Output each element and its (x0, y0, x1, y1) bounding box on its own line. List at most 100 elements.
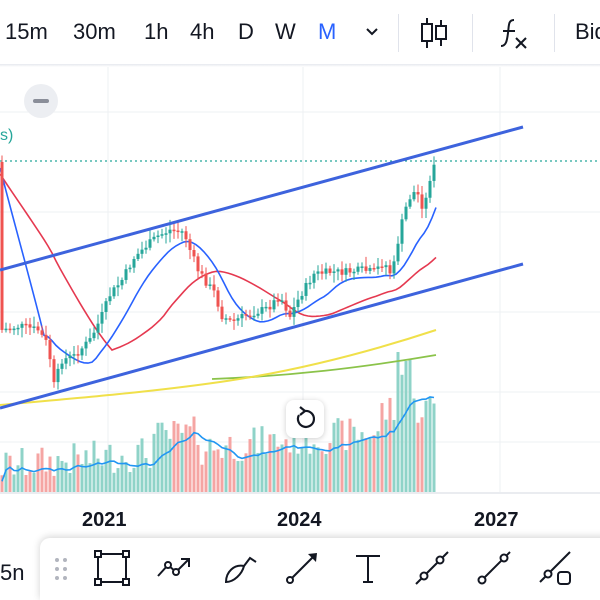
volume-bar (336, 418, 340, 492)
volume-bar (92, 440, 96, 492)
candle-body (336, 269, 340, 272)
volume-bar (100, 465, 104, 492)
candle-body (240, 314, 244, 319)
volume-bar (368, 438, 372, 492)
minus-icon[interactable] (24, 84, 58, 118)
volume-bar (116, 468, 120, 492)
candle-body (316, 271, 320, 274)
fx-icon[interactable] (496, 14, 532, 52)
candle-body (280, 300, 284, 302)
volume-bar (136, 444, 140, 492)
candle-body (136, 253, 140, 259)
volume-bar (220, 457, 224, 492)
candle-body (388, 265, 392, 274)
path-arrow-icon[interactable] (154, 548, 194, 588)
volume-bar (264, 454, 268, 492)
volume-bar (416, 422, 420, 492)
reset-rotate-icon[interactable] (286, 400, 324, 438)
candle-body (28, 324, 32, 328)
candle-body (104, 301, 108, 313)
candle-body (232, 319, 236, 321)
candle-body (44, 334, 48, 340)
price-chart[interactable] (0, 67, 600, 535)
volume-bar (316, 447, 320, 492)
volume-bar (260, 426, 264, 492)
top-toolbar: 15m 30m 1h 4h D W M Bid (0, 0, 600, 67)
candlestick-icon[interactable] (416, 14, 452, 52)
interval-1h[interactable]: 1h (144, 19, 169, 44)
candle-body (128, 267, 132, 270)
candle-body (112, 287, 116, 297)
candle-body (424, 197, 428, 209)
candle-body (172, 229, 176, 232)
volume-bar (424, 400, 428, 492)
volume-bar (96, 458, 100, 492)
arrow-line-icon[interactable] (282, 548, 322, 588)
volume-bar (148, 467, 152, 492)
bid-button[interactable]: Bid (575, 19, 600, 44)
candle-body (124, 269, 128, 280)
volume-bar (356, 439, 360, 492)
interval-30m[interactable]: 30m (73, 19, 116, 44)
toolbar-divider (554, 14, 555, 52)
candles (0, 155, 436, 390)
candle-body (72, 354, 76, 356)
brush-icon[interactable] (220, 548, 260, 588)
interval-4h[interactable]: 4h (190, 19, 215, 44)
candle-body (364, 266, 368, 271)
volume-bar (304, 421, 308, 492)
volume-bar (284, 439, 288, 492)
volume-bar (144, 458, 148, 492)
volume-bar (60, 460, 64, 492)
volume-bar (228, 436, 232, 492)
volume-bar (76, 454, 80, 492)
candle-body (4, 328, 8, 331)
candle-body (68, 355, 72, 359)
interval-d[interactable]: D (238, 19, 254, 44)
extended-line-icon[interactable] (536, 548, 576, 588)
candle-body (208, 284, 212, 286)
volume-bar (184, 424, 188, 492)
bottom-left-label[interactable]: 5n (0, 560, 25, 585)
volume-bar (300, 447, 304, 492)
candle-body (268, 306, 272, 310)
rectangle-icon[interactable] (92, 548, 132, 588)
volume-bar (152, 433, 156, 492)
volume-bar (208, 438, 212, 492)
candle-body (196, 256, 200, 272)
chevron-down-icon[interactable] (362, 21, 382, 41)
volume-bar (248, 439, 252, 492)
candle-body (12, 328, 16, 331)
candle-body (228, 318, 232, 320)
candle-body (216, 290, 220, 307)
volume-bar (172, 421, 176, 492)
channel-lower-line[interactable] (0, 262, 524, 410)
volume-bar (288, 452, 292, 492)
ma-fast-line (0, 167, 437, 364)
candle-body (224, 318, 228, 320)
interval-m[interactable]: M (318, 19, 337, 44)
volume-bar (8, 455, 12, 492)
candle-body (76, 354, 80, 356)
candle-body (260, 307, 264, 314)
text-icon[interactable] (348, 548, 388, 588)
candle-body (176, 230, 180, 233)
ray-line-icon[interactable] (474, 548, 514, 588)
candle-body (404, 206, 408, 220)
volume-bar (40, 447, 44, 492)
volume-bar (164, 430, 168, 492)
volume-bar (420, 417, 424, 492)
interval-w[interactable]: W (275, 19, 296, 44)
candle-body (396, 243, 400, 262)
volume-bar (428, 396, 432, 492)
drag-handle-icon[interactable] (54, 556, 68, 582)
volume-bar (24, 474, 28, 492)
trend-line-icon[interactable] (412, 548, 452, 588)
interval-15m[interactable]: 15m (5, 19, 48, 44)
channel-upper-line[interactable] (0, 125, 524, 272)
candle-body (108, 296, 112, 302)
candle-body (348, 268, 352, 273)
volume-bar (192, 416, 196, 492)
candle-body (60, 363, 64, 369)
candle-body (120, 279, 124, 286)
